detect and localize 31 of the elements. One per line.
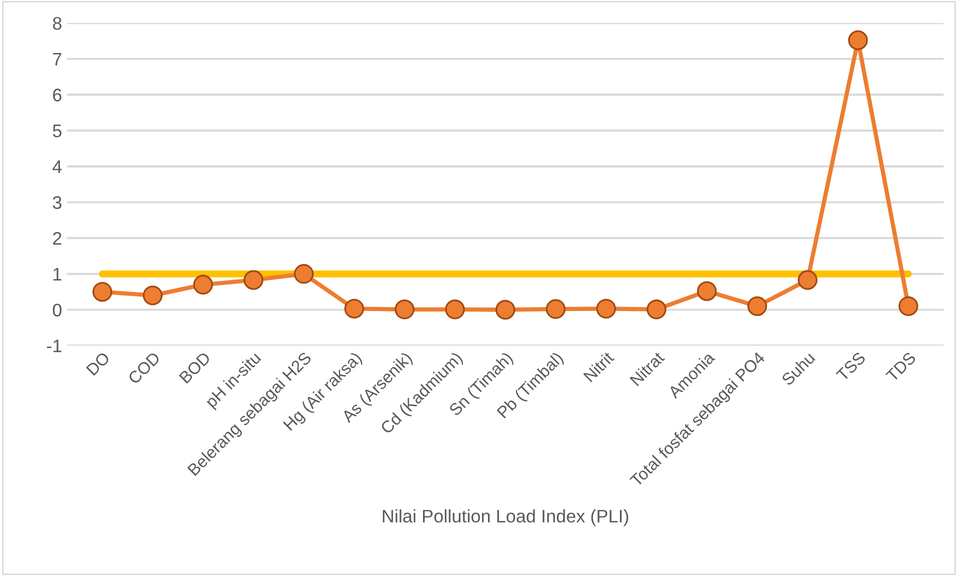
y-tick-label: 1: [54, 268, 62, 280]
point: [848, 30, 868, 50]
point: [696, 281, 717, 301]
y-tick-label: -1: [46, 340, 62, 352]
y-tick-label: 3: [52, 196, 62, 209]
point: [898, 296, 918, 316]
point: [646, 300, 666, 320]
y-tick-label: 8: [52, 16, 62, 30]
y-tick-label: 6: [53, 88, 62, 102]
point: [798, 270, 818, 290]
point: [495, 300, 516, 320]
point: [394, 300, 414, 320]
y-tick-label: 5: [52, 124, 62, 138]
point: [546, 299, 566, 319]
y-tick-label: 0: [52, 304, 62, 316]
point: [142, 286, 163, 306]
point: [344, 298, 364, 319]
x-axis-title: Nilai Pollution Load Index (PLI): [382, 509, 628, 526]
y-tick-label: 2: [53, 232, 62, 245]
x-tick-label: DO: [86, 351, 110, 376]
point: [92, 282, 112, 302]
point: [445, 300, 465, 320]
point: [244, 270, 264, 290]
y-tick-label: 4: [52, 160, 62, 173]
point: [294, 264, 314, 284]
point: [596, 298, 616, 319]
x-tick-label: TDS: [885, 351, 916, 382]
point: [193, 274, 213, 295]
point: [747, 296, 768, 316]
x-tick-label: TSS: [836, 351, 866, 382]
y-tick-label: 7: [53, 53, 62, 66]
